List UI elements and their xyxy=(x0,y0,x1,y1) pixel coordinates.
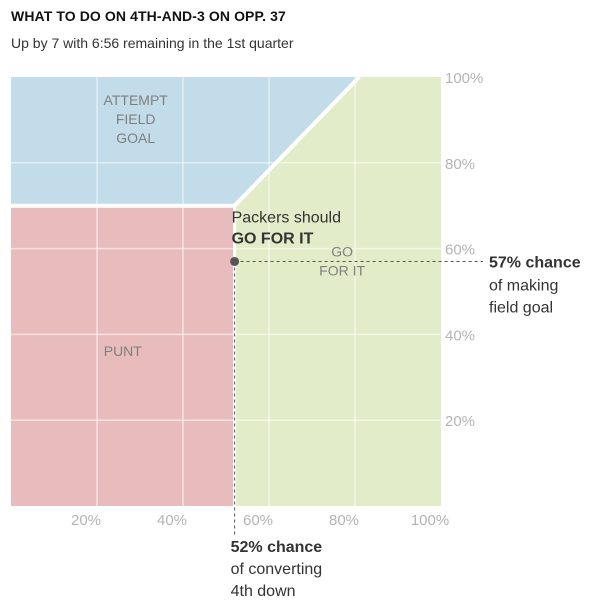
x-tick-label: 20% xyxy=(71,512,101,529)
x-tick-label: 60% xyxy=(243,512,273,529)
chart-title: WHAT TO DO ON 4TH-AND-3 ON OPP. 37 xyxy=(11,8,286,24)
region-punt xyxy=(11,205,235,506)
region-label-layer: ATTEMPT FIELD GOAL PUNT GO FOR IT xyxy=(104,92,366,359)
y-tick-label: 100% xyxy=(445,70,483,87)
region-go-for-it xyxy=(234,77,441,506)
grid-layer xyxy=(11,77,441,506)
recommendation-line2: GO FOR IT xyxy=(232,230,314,247)
y-tick-label: 40% xyxy=(445,327,475,344)
region-label-attempt: ATTEMPT xyxy=(104,92,169,108)
region-attempt-field-goal xyxy=(11,77,360,206)
x-tick-label: 100% xyxy=(411,512,449,529)
recommendation-line1: Packers should xyxy=(232,209,341,226)
region-label-go: GO xyxy=(331,243,353,259)
region-label-field: FIELD xyxy=(116,111,156,127)
x-tick-label: 40% xyxy=(157,512,187,529)
data-point xyxy=(230,256,240,266)
x-annotation-line2: of converting xyxy=(231,561,323,578)
y-tick-label: 60% xyxy=(445,242,475,259)
region-label-for-it: FOR IT xyxy=(319,262,365,278)
region-label-punt: PUNT xyxy=(104,343,143,359)
y-annotation-line2: of making xyxy=(489,277,558,294)
region-label-goal: GOAL xyxy=(116,130,155,146)
region-layer xyxy=(11,77,441,506)
y-tick-label: 80% xyxy=(445,156,475,173)
tick-layer: 20% 40% 60% 80% 100% 20% 40% 60% 80% 100% xyxy=(71,70,483,529)
guide-layer xyxy=(230,256,483,537)
x-annotation-strong: 52% chance xyxy=(231,539,323,556)
y-annotation-strong: 57% chance xyxy=(489,254,581,271)
y-annotation-line3: field goal xyxy=(489,299,553,316)
x-tick-label: 80% xyxy=(329,512,359,529)
annotation-layer: Packers should GO FOR IT 57% chance of maki… xyxy=(231,209,581,600)
chart-subtitle: Up by 7 with 6:56 remaining in the 1st q… xyxy=(11,35,294,51)
y-tick-label: 20% xyxy=(445,413,475,430)
x-annotation-line3: 4th down xyxy=(231,583,296,600)
